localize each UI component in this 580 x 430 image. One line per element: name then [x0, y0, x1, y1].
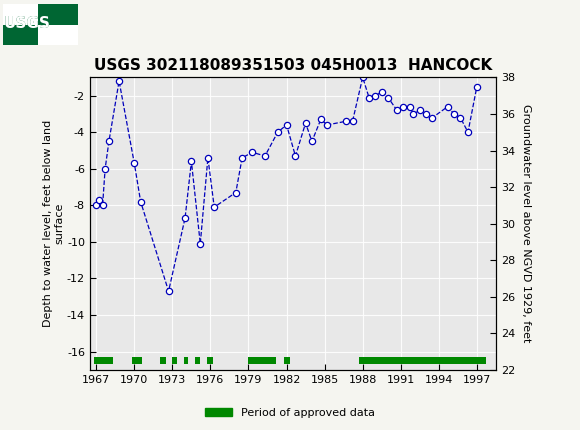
Text: USGS: USGS	[4, 16, 51, 31]
Text: USGS: USGS	[4, 16, 51, 31]
Bar	[3, 25, 38, 46]
Bar	[38, 4, 78, 25]
Title: USGS 302118089351503 045H0013  HANCOCK: USGS 302118089351503 045H0013 HANCOCK	[94, 58, 492, 74]
Bar	[3, 4, 78, 46]
Y-axis label: Depth to water level, feet below land
surface: Depth to water level, feet below land su…	[42, 120, 64, 327]
Legend: Period of approved data: Period of approved data	[200, 403, 380, 422]
Y-axis label: Groundwater level above NGVD 1929, feet: Groundwater level above NGVD 1929, feet	[521, 104, 531, 343]
